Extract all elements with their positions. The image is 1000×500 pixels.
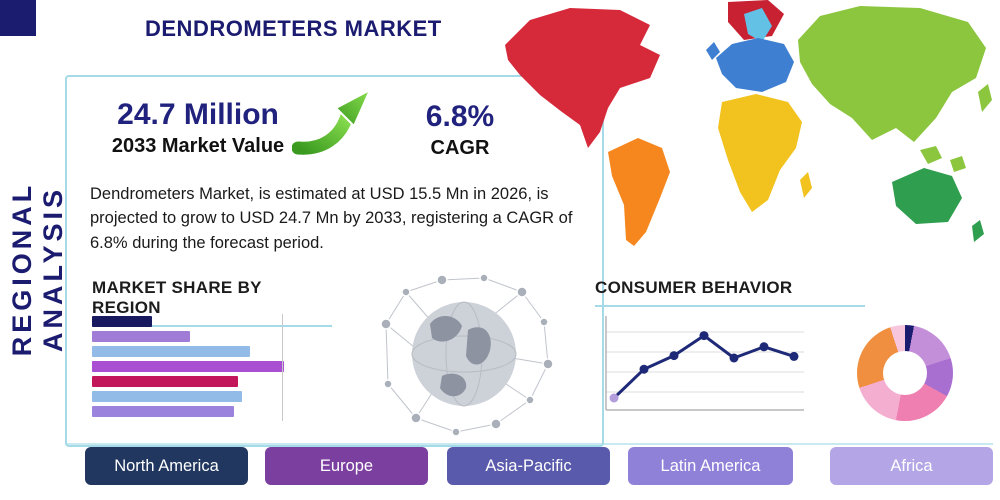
vertical-section-label: REGIONAL ANALYSIS [7, 181, 68, 357]
region-chip-asia-pacific: Asia-Pacific [447, 447, 610, 485]
bar-chart-gridline [282, 314, 283, 421]
bar [92, 376, 238, 387]
donut-chart [857, 325, 953, 421]
line-marker [639, 364, 649, 374]
growth-arrow-icon [289, 82, 374, 173]
world-map [500, 0, 1000, 265]
line-marker [789, 351, 799, 361]
bar [92, 391, 242, 402]
market-description: Dendrometers Market, is estimated at USD… [90, 185, 573, 252]
line-marker [729, 353, 739, 363]
region-chip-label: Latin America [660, 456, 761, 475]
market-value-label: 2033 Market Value [111, 135, 285, 157]
region-chip-africa: Africa [830, 447, 993, 485]
corner-accent-square [0, 0, 36, 36]
bar-chart [92, 314, 292, 421]
consumer-behavior-heading: CONSUMER BEHAVIOR [595, 278, 865, 307]
bottom-divider [65, 443, 993, 445]
bar [92, 331, 190, 342]
line-marker [759, 342, 769, 352]
line-marker [699, 331, 709, 341]
globe-network-illustration [372, 272, 557, 447]
bar [92, 316, 152, 327]
line-marker [609, 393, 619, 403]
region-chip-label: Asia-Pacific [485, 456, 572, 475]
region-chip-label: Africa [890, 456, 933, 475]
cagr-stat: 6.8% CAGR [402, 100, 518, 160]
region-chip-label: Europe [319, 456, 374, 475]
donut-hole [883, 351, 927, 395]
region-chip-europe: Europe [265, 447, 428, 485]
line-chart-plot [605, 316, 804, 411]
market-value-stat: 24.7 Million 2033 Market Value [88, 98, 308, 158]
region-chip-label: North America [114, 456, 219, 475]
bar [92, 346, 250, 357]
bar [92, 361, 284, 372]
cagr-label: CAGR [430, 137, 490, 159]
market-share-heading: MARKET SHARE BY REGION [92, 278, 332, 327]
cagr-number: 6.8% [425, 100, 495, 133]
market-value-number: 24.7 Million [117, 98, 279, 131]
region-chip-latin-america: Latin America [628, 447, 793, 485]
region-chip-north-america: North America [85, 447, 248, 485]
page-title: DENDROMETERS MARKET [145, 16, 442, 41]
line-chart [598, 310, 810, 427]
bar [92, 406, 234, 417]
line-marker [669, 351, 679, 361]
